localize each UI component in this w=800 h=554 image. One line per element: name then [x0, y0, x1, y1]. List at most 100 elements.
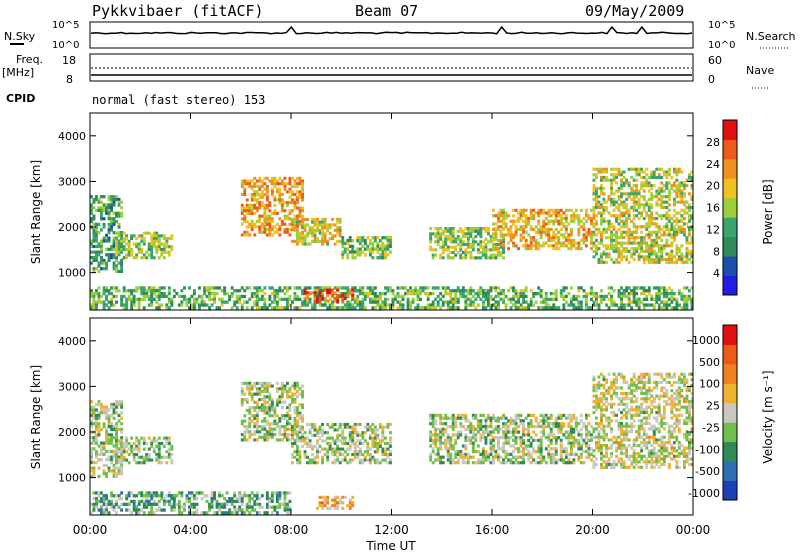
heatmap-cell [268, 228, 272, 232]
heatmap-cell [250, 392, 254, 396]
heatmap-cell [451, 289, 455, 293]
heatmap-cell [90, 419, 93, 423]
heatmap-cell [386, 247, 390, 251]
heatmap-cell [672, 238, 676, 242]
heatmap-cell [384, 300, 387, 304]
heatmap-cell [293, 214, 297, 218]
heatmap-cell [469, 455, 473, 459]
heatmap-cell [351, 294, 355, 298]
heatmap-cell [655, 236, 659, 240]
colorbar-tick-label: 24 [706, 158, 720, 171]
heatmap-cell [690, 206, 694, 210]
heatmap-cell [524, 300, 528, 304]
heatmap-cell [519, 225, 523, 229]
heatmap-cell [404, 292, 407, 296]
heatmap-cell [321, 439, 324, 443]
heatmap-cell [240, 217, 244, 221]
heatmap-cell [519, 294, 523, 299]
heatmap-cell [451, 458, 455, 462]
heatmap-cell [502, 233, 505, 237]
heatmap-cell [280, 438, 284, 442]
heatmap-cell [429, 433, 433, 437]
heatmap-cell [522, 214, 525, 218]
heatmap-cell [662, 225, 666, 229]
heatmap-cell [617, 197, 621, 201]
heatmap-cell [529, 413, 533, 417]
heatmap-cell [630, 300, 634, 304]
heatmap-cell [499, 219, 503, 223]
heatmap-cell [263, 211, 267, 215]
heatmap-cell [685, 238, 689, 242]
heatmap-cell [346, 303, 350, 307]
heatmap-cell [539, 441, 543, 445]
heatmap-cell [529, 455, 533, 459]
heatmap-cell [645, 173, 649, 177]
heatmap-cell [441, 427, 445, 431]
heatmap-cell [677, 219, 681, 223]
heatmap-cell [479, 250, 483, 254]
heatmap-cell [559, 244, 563, 248]
heatmap-cell [622, 206, 626, 210]
heatmap-cell [120, 206, 124, 210]
heatmap-cell [672, 230, 676, 234]
heatmap-cell [303, 455, 307, 459]
heatmap-cell [497, 458, 500, 462]
heatmap-cell [537, 461, 541, 465]
heatmap-cell [273, 406, 277, 410]
heatmap-cell [685, 286, 689, 290]
heatmap-cell [522, 219, 525, 223]
heatmap-cell [471, 256, 475, 260]
heatmap-cell [135, 286, 139, 290]
heatmap-cell [512, 438, 515, 442]
heatmap-cell [544, 222, 548, 226]
heatmap-cell [650, 249, 654, 253]
heatmap-cell [102, 206, 106, 210]
heatmap-cell [542, 225, 546, 229]
heatmap-cell [652, 303, 656, 307]
heatmap-cell [308, 291, 312, 295]
heatmap-cell [645, 211, 649, 215]
heatmap-cell [150, 300, 154, 304]
heatmap-cell [517, 297, 520, 301]
heatmap-cell [293, 228, 297, 232]
heatmap-cell [105, 427, 108, 431]
heatmap-cell [499, 230, 503, 234]
heatmap-cell [481, 240, 485, 244]
heatmap-cell [461, 413, 465, 417]
heatmap-cell [323, 217, 327, 221]
heatmap-cell [542, 241, 546, 245]
heatmap-cell [120, 300, 124, 304]
heatmap-cell [253, 233, 257, 237]
heatmap-cell [120, 269, 124, 273]
heatmap-cell [258, 286, 262, 290]
heatmap-cell [213, 292, 216, 296]
heatmap-cell [647, 230, 651, 234]
heatmap-cell [451, 303, 455, 307]
heatmap-cell [291, 226, 294, 230]
heatmap-cell [559, 430, 563, 434]
heatmap-cell [474, 413, 478, 417]
heatmap-cell [625, 241, 629, 245]
heatmap-cell [527, 455, 531, 459]
heatmap-cell [652, 230, 656, 234]
heatmap-cell [517, 413, 520, 417]
heatmap-cell [577, 441, 581, 445]
heatmap-cell [115, 289, 118, 293]
heatmap-cell [655, 255, 659, 259]
heatmap-cell [610, 238, 613, 242]
heatmap-cell [564, 416, 568, 420]
heatmap-cell [167, 250, 171, 254]
heatmap-cell [368, 428, 372, 432]
heatmap-cell [620, 192, 623, 196]
heatmap-cell [293, 206, 297, 210]
heatmap-cell [612, 244, 616, 248]
heatmap-cell [512, 422, 515, 426]
heatmap-cell [105, 413, 108, 418]
heatmap-cell [90, 436, 93, 440]
heatmap-cell [617, 173, 621, 177]
heatmap-cell [446, 303, 450, 307]
heatmap-cell [449, 424, 453, 429]
heatmap-cell [607, 247, 611, 251]
heatmap-cell [303, 228, 307, 232]
heatmap-cell [667, 208, 671, 212]
